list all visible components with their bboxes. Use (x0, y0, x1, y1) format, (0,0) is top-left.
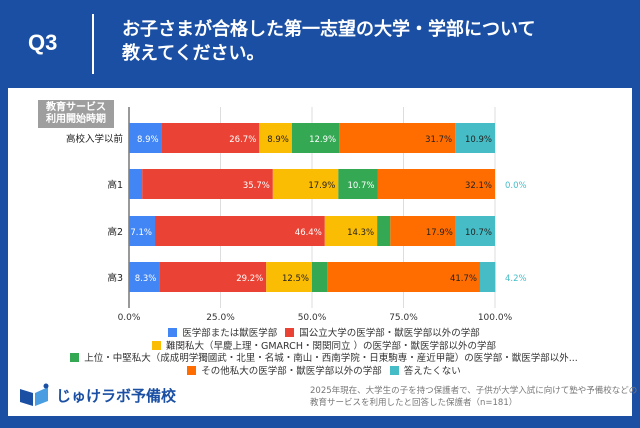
bar-segment (390, 216, 456, 246)
title-line-2: 教えてください。 (122, 43, 265, 64)
bar-segment (161, 123, 260, 153)
legend-row: 上位・中堅私大（成成明学獨國武・北里・名城・南山・西南学院・日東駒専・産近甲龍）… (0, 350, 640, 364)
category-axis-title: 教育サービス 利用開始時期 (38, 100, 114, 128)
legend-label: その他私大の医学部・獣医学部以外の学部 (201, 365, 382, 377)
bar-segment (338, 169, 378, 199)
x-tick-label: 25.0% (206, 313, 235, 323)
data-label: 31.7% (425, 135, 452, 145)
bar-segment (312, 262, 328, 292)
footnote: 2025年現在、大学生の子を持つ保護者で、子供が大学入試に向けて塾や予備校などの… (310, 385, 637, 409)
category-label: 高3 (107, 272, 123, 284)
data-label: 14.3% (347, 228, 374, 238)
page-title: お子さまが合格した第一志望の大学・学部について 教えてください。 (122, 18, 602, 66)
legend-label: 答えたくない (403, 365, 461, 377)
bar-segment (129, 262, 160, 292)
x-tick-label: 0.0% (118, 313, 141, 323)
x-tick-label: 100.0% (478, 313, 513, 323)
legend-row: その他私大の医学部・獣医学部以外の学部 答えたくない (0, 363, 640, 377)
bar-segment (154, 216, 325, 246)
data-label: 10.7% (347, 181, 374, 191)
bar-segment (291, 123, 340, 153)
data-label: 17.9% (426, 228, 453, 238)
category-label: 高1 (107, 179, 123, 191)
bar-segment (377, 216, 391, 246)
bar-segment (272, 169, 339, 199)
bar-segment (129, 123, 162, 153)
data-label: 41.7% (450, 274, 477, 284)
legend-label: 国公立大学の医学部・獣医学部以外の学部 (299, 328, 480, 339)
bar-segment (455, 123, 495, 153)
legend-swatch (285, 328, 295, 337)
bar-segment (479, 262, 496, 292)
data-label: 46.4% (295, 228, 322, 238)
legend-swatch (389, 365, 399, 375)
logo: じゅけラボ予備校 (18, 383, 176, 407)
data-label: 17.9% (308, 181, 335, 191)
data-label: 0.0% (505, 181, 527, 191)
data-label: 35.7% (243, 181, 270, 191)
legend-row: 医学部または獣医学部 国公立大学の医学部・獣医学部以外の学部 (0, 325, 640, 339)
data-label: 4.2% (505, 274, 527, 284)
bar-segment (142, 169, 273, 199)
data-label: 32.1% (465, 181, 492, 191)
legend-swatch (70, 353, 80, 362)
x-tick-label: 75.0% (389, 313, 418, 323)
bar-segment (129, 169, 143, 199)
bar-segment (324, 216, 378, 246)
legend-label: 医学部または獣医学部 (182, 328, 278, 339)
bar-segment (377, 169, 495, 199)
legend-label: 難関私大（早慶上理・GMARCH・関関同立 ）の医学部・獣医学部以外の学部 (166, 340, 496, 352)
bar-segment (327, 262, 480, 292)
footnote-line-2: 教育サービスを利用したと回答した保護者（n=181） (310, 398, 518, 408)
legend-swatch (168, 328, 178, 337)
title-line-1: お子さまが合格した第一志望の大学・学部について (122, 19, 536, 40)
data-label: 8.9% (137, 135, 159, 145)
logo-text: じゅけラボ予備校 (56, 386, 177, 405)
data-label: 8.9% (267, 135, 289, 145)
legend-swatch (152, 340, 161, 350)
data-label: 12.9% (309, 135, 336, 145)
divider (92, 14, 94, 74)
data-label: 10.9% (465, 135, 492, 145)
category-label: 高2 (107, 226, 123, 238)
data-label: 29.2% (236, 274, 263, 284)
category-label: 高校入学以前 (66, 133, 123, 145)
legend-swatch (187, 365, 197, 375)
bar-segment (129, 216, 155, 246)
book-logo-icon (20, 383, 49, 406)
footnote-line-1: 2025年現在、大学生の子を持つ保護者で、子供が大学入試に向けて塾や予備校などの (310, 386, 638, 396)
bar-segment (259, 123, 292, 153)
bar-segment (339, 123, 456, 153)
x-tick-label: 50.0% (298, 313, 327, 323)
data-label: 26.7% (229, 135, 256, 145)
bar-segment (159, 262, 267, 292)
data-label: 12.5% (282, 274, 309, 284)
legend-row: 難関私大（早慶上理・GMARCH・関関同立 ）の医学部・獣医学部以外の学部 (0, 338, 640, 352)
legend-label: 上位・中堅私大（成成明学獨國武・北里・名城・南山・西南学院・日東駒専・産近甲龍）… (84, 353, 578, 364)
question-number: Q3 (28, 30, 58, 55)
bar-segment (266, 262, 312, 292)
data-label: 10.7% (465, 228, 492, 238)
data-label: 7.1% (130, 228, 152, 238)
data-label: 8.3% (135, 274, 157, 284)
bar-segment (455, 216, 495, 246)
